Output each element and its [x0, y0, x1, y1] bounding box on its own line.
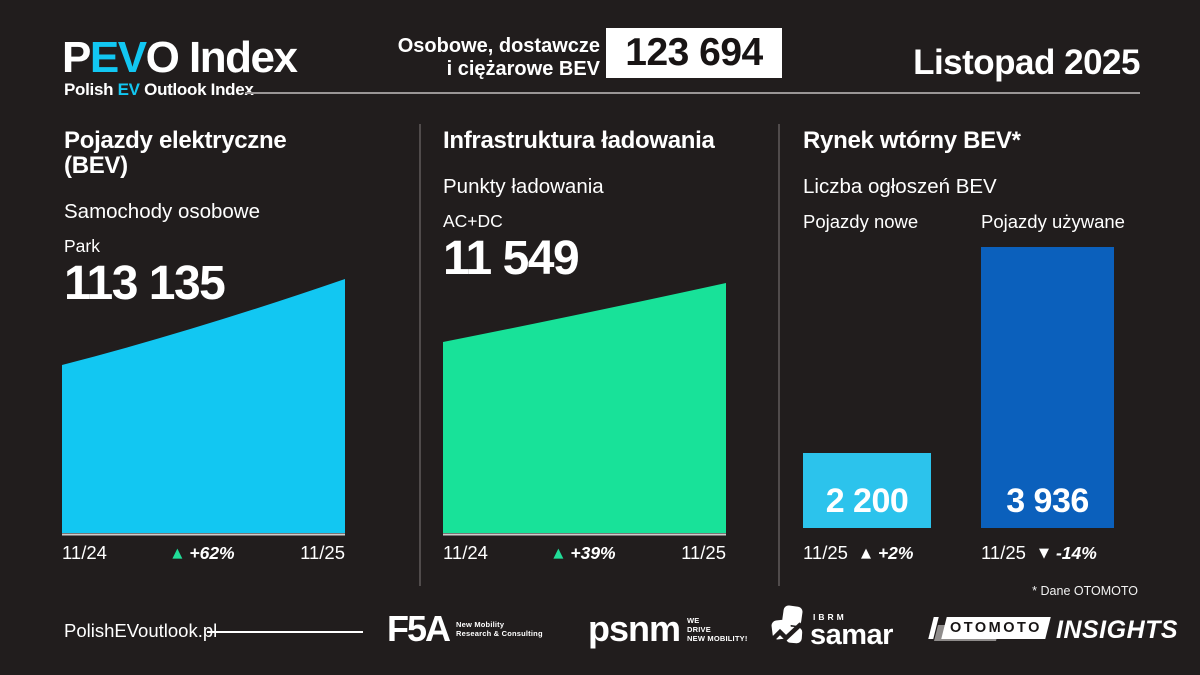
new-vehicles-date: 11/25	[803, 542, 848, 563]
bev-total-value: 123 694	[625, 31, 763, 74]
pevo-logo-part-ev: EV	[89, 33, 147, 82]
bev-end-date: 11/25	[300, 542, 345, 563]
otomoto-logo: OTOMOTO	[928, 617, 1051, 641]
new-vehicles-bar: 2 200	[803, 453, 931, 528]
f5a-tagline-line1: New Mobility	[456, 620, 505, 629]
f5a-wordmark: F5A	[387, 608, 451, 649]
pevo-logo: PEVO Index	[62, 33, 298, 82]
trend-up-icon: ▲	[553, 545, 564, 561]
bev-total-label-line1: Osobowe, dostawcze	[397, 35, 600, 57]
panel-bev: Pojazdy elektryczne (BEV) Samochody osob…	[64, 128, 345, 308]
panel-charging-title: Infrastruktura ładowania	[443, 127, 715, 154]
panel-secondary-title: Rynek wtórny BEV*	[803, 127, 1021, 154]
period-label: Listopad 2025	[913, 43, 1140, 82]
panel-secondary-market: Rynek wtórny BEV* Liczba ogłoszeń BEV	[803, 128, 1114, 197]
psnm-logo: psnm WE DRIVE NEW MOBILITY!	[588, 611, 748, 647]
bev-total-label-line2: i ciężarowe BEV	[446, 58, 600, 80]
column-divider-1	[419, 124, 421, 586]
f5a-tagline-line2: Research & Consulting	[456, 629, 543, 638]
pevo-sub-part3: Outlook Index	[139, 80, 254, 99]
panel-charging: Infrastruktura ładowania Punkty ładowani…	[443, 128, 726, 283]
panel-charging-value: 11 549	[443, 232, 580, 285]
f5a-tagline: New Mobility Research & Consulting	[456, 620, 543, 638]
bev-chart-baseline	[62, 533, 345, 536]
trend-up-icon: ▲	[860, 545, 871, 561]
charging-start-date: 11/24	[443, 542, 488, 563]
samar-prefix: IBRM	[813, 612, 847, 622]
header-divider-line	[245, 92, 1140, 94]
column-divider-2	[778, 124, 780, 586]
panel-secondary-subtitle: Liczba ogłoszeń BEV	[803, 175, 997, 198]
psnm-tagline-line3: NEW MOBILITY!	[687, 633, 748, 643]
used-vehicles-bar: 3 936	[981, 247, 1114, 528]
website-link[interactable]: PolishEVoutlook.pl	[64, 620, 218, 641]
samar-logo: IBRM samar	[770, 605, 893, 651]
new-vehicles-value: 2 200	[825, 482, 909, 520]
new-vehicles-change-label: +2%	[877, 542, 914, 563]
new-vehicles-label: Pojazdy nowe	[803, 211, 919, 232]
pevo-logo-part-white2: O Index	[145, 33, 298, 82]
charging-area-shape	[443, 283, 726, 533]
panel-bev-subtitle: Samochody osobowe	[64, 200, 261, 223]
charging-end-date: 11/25	[681, 542, 726, 563]
samar-text: IBRM samar	[810, 605, 893, 651]
pevo-sub-part1: Polish	[64, 80, 118, 99]
used-vehicles-label: Pojazdy używane	[981, 211, 1125, 232]
psnm-wordmark: psnm	[588, 608, 681, 649]
trend-up-icon: ▲	[172, 545, 183, 561]
psnm-tagline-line1: WE	[687, 615, 700, 625]
panel-charging-metric-label: AC+DC	[443, 211, 503, 231]
bev-change: ▲ +62%	[172, 543, 234, 564]
otomoto-wordmark-box: OTOMOTO	[941, 617, 1051, 639]
bev-area-chart	[62, 279, 345, 536]
footer-divider-line	[207, 631, 363, 633]
pevo-logo-part-white1: P	[62, 33, 91, 82]
used-vehicles-date: 11/25	[981, 542, 1026, 563]
panel-bev-title: Pojazdy elektryczne (BEV)	[64, 127, 287, 179]
bev-total-value-box: 123 694	[606, 28, 782, 78]
used-vehicles-change: ▼ -14%	[1039, 543, 1097, 564]
charging-chart-footer: 11/24 ▲ +39% 11/25	[443, 542, 726, 564]
psnm-tagline: WE DRIVE NEW MOBILITY!	[687, 616, 748, 643]
otomoto-wordmark: OTOMOTO	[950, 620, 1042, 636]
charging-change-label: +39%	[570, 542, 616, 563]
new-vehicles-stat: 11/25 ▲ +2%	[803, 542, 913, 564]
charging-area-chart	[443, 283, 726, 536]
samar-wordmark: samar	[810, 619, 893, 651]
trend-down-icon: ▼	[1038, 545, 1049, 561]
samar-icon	[770, 605, 803, 644]
psnm-tagline-line2: DRIVE	[687, 624, 711, 634]
used-vehicles-stat: 11/25 ▼ -14%	[981, 542, 1097, 564]
panel-bev-value: 113 135	[64, 257, 226, 310]
f5a-logo: F5A New Mobility Research & Consulting	[387, 611, 543, 647]
used-vehicles-change-label: -14%	[1055, 542, 1097, 563]
bev-chart-footer: 11/24 ▲ +62% 11/25	[62, 542, 345, 564]
footnote: * Dane OTOMOTO	[1032, 584, 1138, 598]
charging-change: ▲ +39%	[553, 543, 615, 564]
bev-change-label: +62%	[189, 542, 235, 563]
pevo-logo-subtitle: Polish EV Outlook Index	[64, 80, 254, 100]
panel-charging-subtitle: Punkty ładowania	[443, 175, 604, 198]
otomoto-insights-label: INSIGHTS	[1056, 616, 1179, 644]
pevo-sub-part2: EV	[117, 80, 140, 99]
bev-area-shape	[62, 279, 345, 533]
new-vehicles-change: ▲ +2%	[861, 543, 914, 564]
used-vehicles-value: 3 936	[1006, 482, 1089, 520]
bev-start-date: 11/24	[62, 542, 107, 563]
charging-chart-baseline	[443, 533, 726, 536]
panel-bev-metric-label: Park	[64, 236, 100, 256]
bev-total-label: Osobowe, dostawcze i ciężarowe BEV	[310, 35, 600, 81]
